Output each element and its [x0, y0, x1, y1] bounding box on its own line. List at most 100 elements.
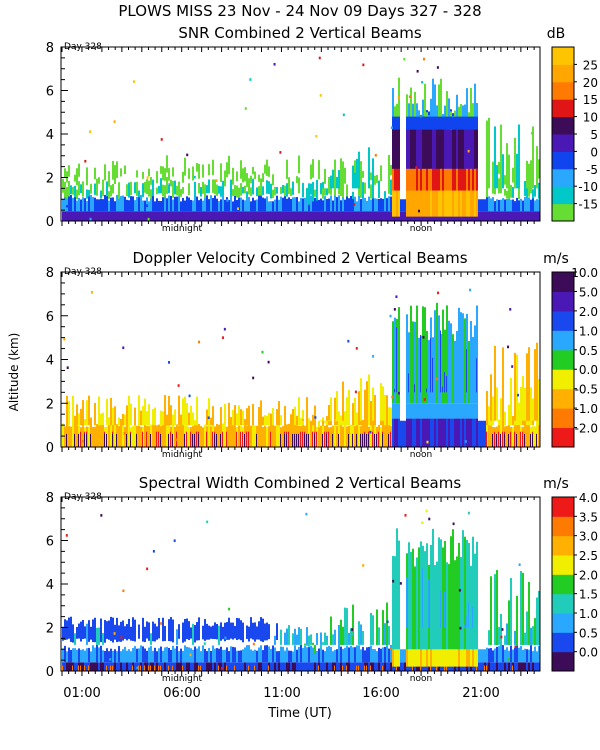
heatmap-cell: [308, 433, 309, 447]
heatmap-cell: [522, 211, 524, 221]
heatmap-cell: [152, 423, 154, 447]
heatmap-cell: [204, 211, 206, 221]
heatmap-cell: [432, 78, 434, 117]
heatmap-cell: [536, 597, 538, 645]
heatmap-cell: [394, 187, 396, 217]
heatmap-cell: [416, 112, 418, 130]
heatmap-cell: [532, 398, 534, 421]
heatmap-cell: [176, 211, 178, 221]
heatmap-cell: [160, 646, 162, 663]
heatmap-cell: [288, 650, 290, 663]
heatmap-cell: [286, 159, 288, 179]
heatmap-cell: [212, 645, 214, 663]
heatmap-cell: [136, 666, 139, 670]
heatmap-cell: [384, 394, 386, 426]
heatmap-cell: [224, 662, 226, 671]
heatmap-cell: [166, 198, 168, 212]
heatmap-cell: [472, 418, 474, 447]
heatmap-cell: [98, 662, 100, 671]
heatmap-cell: [196, 662, 198, 671]
heatmap-cell: [118, 646, 120, 663]
heatmap-cell: [356, 433, 357, 447]
heatmap-cell: [266, 622, 268, 641]
heatmap-cell: [408, 332, 410, 404]
heatmap-cell: [62, 178, 64, 193]
heatmap-cell: [470, 321, 472, 404]
heatmap-cell: [456, 418, 458, 447]
heatmap-cell: [334, 188, 336, 196]
heatmap-cell: [390, 196, 392, 212]
heatmap-cell: [210, 195, 212, 212]
heatmap-cell: [342, 161, 344, 180]
heatmap-cell: [490, 425, 492, 447]
heatmap-cell: [392, 88, 394, 117]
colorbar-label: 3.0: [579, 530, 598, 544]
heatmap-cell: [452, 334, 454, 404]
heatmap-cell: [198, 183, 200, 194]
heatmap-cell: [220, 646, 222, 663]
heatmap-cell: [84, 198, 86, 212]
heatmap-cell: [76, 662, 78, 671]
heatmap-cell: [102, 633, 104, 645]
heatmap-cell: [300, 197, 302, 212]
heatmap-cell: [456, 156, 458, 191]
heatmap-cell: [460, 179, 462, 217]
heatmap-cell: [392, 579, 395, 583]
colorbar-label: 0.5: [579, 344, 598, 358]
heatmap-cell: [134, 211, 136, 221]
heatmap-cell: [482, 211, 484, 221]
heatmap-cell: [362, 630, 364, 645]
heatmap-cell: [66, 620, 68, 640]
heatmap-cell: [438, 84, 440, 117]
heatmap-cell: [220, 186, 222, 197]
heatmap-cell: [160, 410, 162, 426]
heatmap-cell: [480, 211, 482, 221]
heatmap-cell: [88, 196, 90, 212]
heatmap-cell: [378, 180, 380, 198]
heatmap-cell: [466, 88, 468, 117]
heatmap-cell: [126, 405, 128, 426]
heatmap-cell: [362, 419, 364, 426]
heatmap-cell: [192, 211, 194, 221]
heatmap-cell: [147, 217, 150, 221]
heatmap-cell: [438, 160, 440, 191]
heatmap-cell: [384, 198, 386, 212]
heatmap-cell: [126, 650, 128, 663]
heatmap-cell: [372, 355, 375, 358]
colorbar-unit: m/s: [543, 251, 569, 267]
heatmap-cell: [466, 644, 468, 667]
heatmap-cell: [417, 209, 420, 213]
heatmap-cell: [442, 403, 444, 419]
heatmap-cell: [412, 121, 414, 169]
heatmap-cell: [260, 617, 262, 642]
heatmap-cell: [530, 160, 532, 189]
heatmap-cell: [198, 433, 199, 447]
heatmap-cell: [444, 418, 446, 447]
heatmap-cell: [336, 211, 338, 221]
heatmap-cell: [262, 650, 264, 663]
heatmap-cell: [362, 63, 365, 67]
heatmap-cell: [168, 211, 170, 221]
heatmap-cell: [98, 199, 100, 212]
colorbar-label: -0.5: [575, 383, 598, 397]
heatmap-cell: [276, 651, 278, 663]
heatmap-cell: [180, 662, 182, 671]
colorbar-unit: m/s: [543, 476, 569, 492]
heatmap-cell: [76, 626, 78, 639]
heatmap-cell: [426, 165, 428, 191]
heatmap-cell: [396, 646, 398, 667]
heatmap-cell: [314, 405, 316, 426]
heatmap-cell: [224, 211, 226, 221]
heatmap-cell: [504, 662, 506, 671]
heatmap-cell: [222, 626, 224, 640]
heatmap-cell: [338, 211, 340, 221]
heatmap-cell: [186, 662, 188, 671]
heatmap-cell: [282, 197, 284, 212]
heatmap-cell: [178, 624, 180, 639]
heatmap-cell: [120, 196, 122, 212]
heatmap-cell: [404, 420, 406, 447]
heatmap-cell: [426, 330, 428, 404]
heatmap-cell: [86, 211, 88, 221]
heatmap-cell: [220, 622, 222, 641]
